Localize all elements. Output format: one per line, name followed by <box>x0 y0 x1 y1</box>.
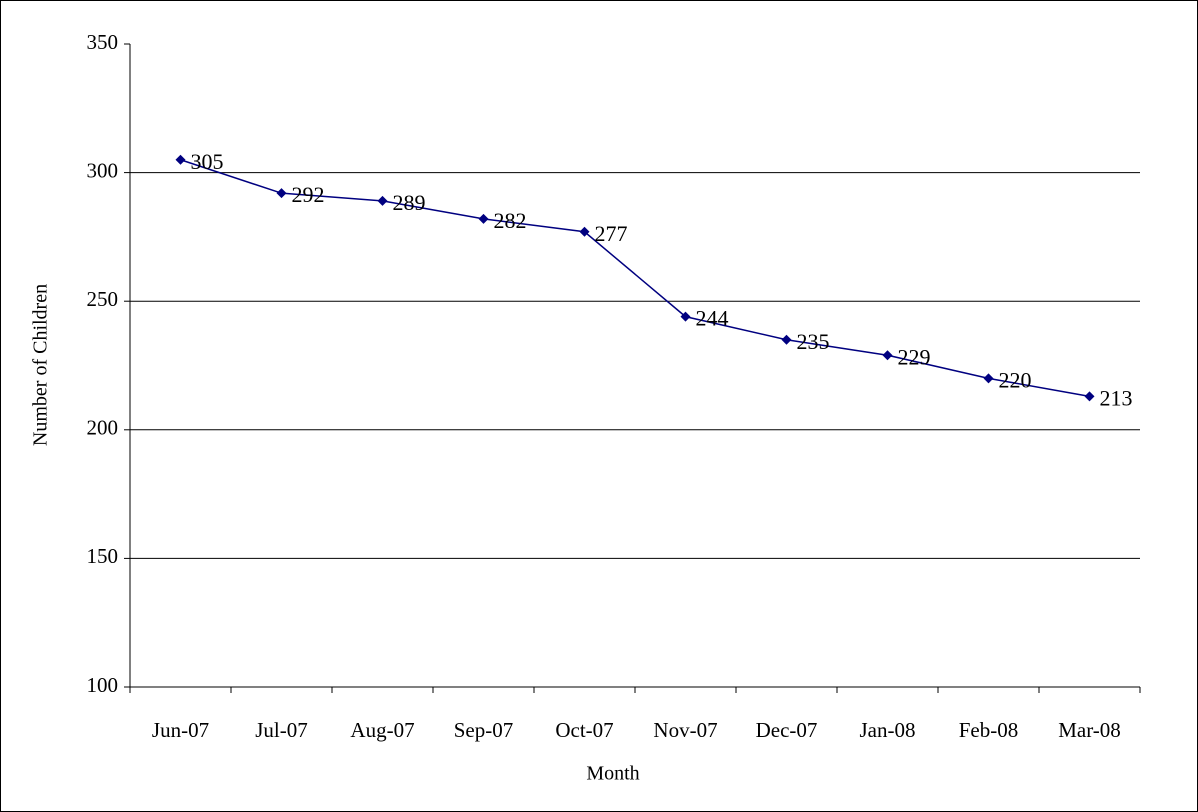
data-label: 229 <box>898 344 931 369</box>
x-tick-label: Feb-08 <box>959 718 1019 742</box>
data-label: 244 <box>696 306 729 331</box>
x-tick-label: Oct-07 <box>555 718 613 742</box>
y-axis-title: Number of Children <box>30 284 52 446</box>
y-tick-label: 150 <box>87 544 119 568</box>
x-tick-label: Jan-08 <box>860 718 916 742</box>
y-tick-label: 300 <box>87 158 119 182</box>
data-point <box>478 213 489 224</box>
data-point <box>1084 391 1095 402</box>
data-label: 235 <box>797 329 830 354</box>
y-tick-label: 250 <box>87 287 119 311</box>
data-point <box>377 195 388 206</box>
data-line <box>180 159 1090 398</box>
data-label: 220 <box>999 367 1032 392</box>
x-tick-label: Nov-07 <box>653 718 717 742</box>
y-tick-label: 350 <box>87 30 119 54</box>
data-point <box>579 226 590 237</box>
data-label: 289 <box>393 190 426 215</box>
x-tick-label: Dec-07 <box>756 718 818 742</box>
data-point <box>175 154 186 165</box>
data-label: 282 <box>494 208 527 233</box>
data-label: 213 <box>1100 385 1133 410</box>
data-point <box>983 373 994 384</box>
x-axis-title: Month <box>586 763 639 785</box>
y-tick-label: 100 <box>87 673 119 697</box>
y-tick-label: 200 <box>87 416 119 440</box>
x-tick-label: Mar-08 <box>1058 718 1121 742</box>
data-label: 305 <box>191 149 224 174</box>
data-point <box>680 311 691 322</box>
data-label: 277 <box>595 221 628 246</box>
data-point <box>276 188 287 199</box>
x-tick-label: Jun-07 <box>152 718 209 742</box>
x-tick-label: Jul-07 <box>255 718 308 742</box>
data-point <box>882 350 893 361</box>
data-label: 292 <box>292 182 325 207</box>
x-tick-label: Aug-07 <box>350 718 414 742</box>
x-tick-label: Sep-07 <box>454 718 514 742</box>
data-point <box>781 334 792 345</box>
